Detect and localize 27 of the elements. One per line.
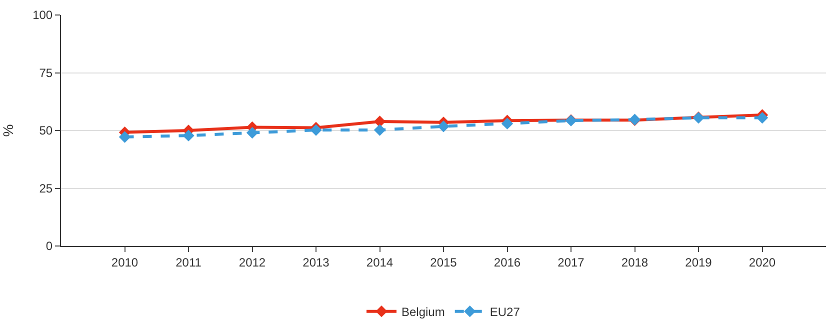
legend-label: EU27 [490,305,520,319]
y-axis-title: % [0,124,16,137]
y-tick-label: 50 [39,124,53,138]
point [438,120,450,132]
y-tick-label: 25 [39,181,53,196]
x-tick-label: 2015 [430,255,458,270]
x-tick-label: 2010 [111,255,138,270]
point [374,124,386,136]
x-tick-label: 2014 [366,255,394,270]
x-tick-label: 2011 [176,255,202,270]
x-tick-label: 2020 [748,255,776,270]
point [501,118,514,130]
legend-label: Belgium [402,305,445,319]
y-tick-label: 75 [39,66,53,80]
y-tick-label: 100 [32,8,53,22]
point [118,131,131,143]
x-tick-label: 2018 [621,255,648,270]
x-tick-label: 2012 [238,255,266,270]
x-tick-label: 2013 [302,255,330,270]
x-tick-label: 2017 [558,255,585,270]
point [756,112,768,124]
point [310,124,322,136]
x-tick-label: 2016 [494,255,521,270]
point [246,126,258,139]
x-tick-label: 2019 [685,255,712,270]
point [182,130,194,142]
y-tick-label: 0 [46,239,53,254]
